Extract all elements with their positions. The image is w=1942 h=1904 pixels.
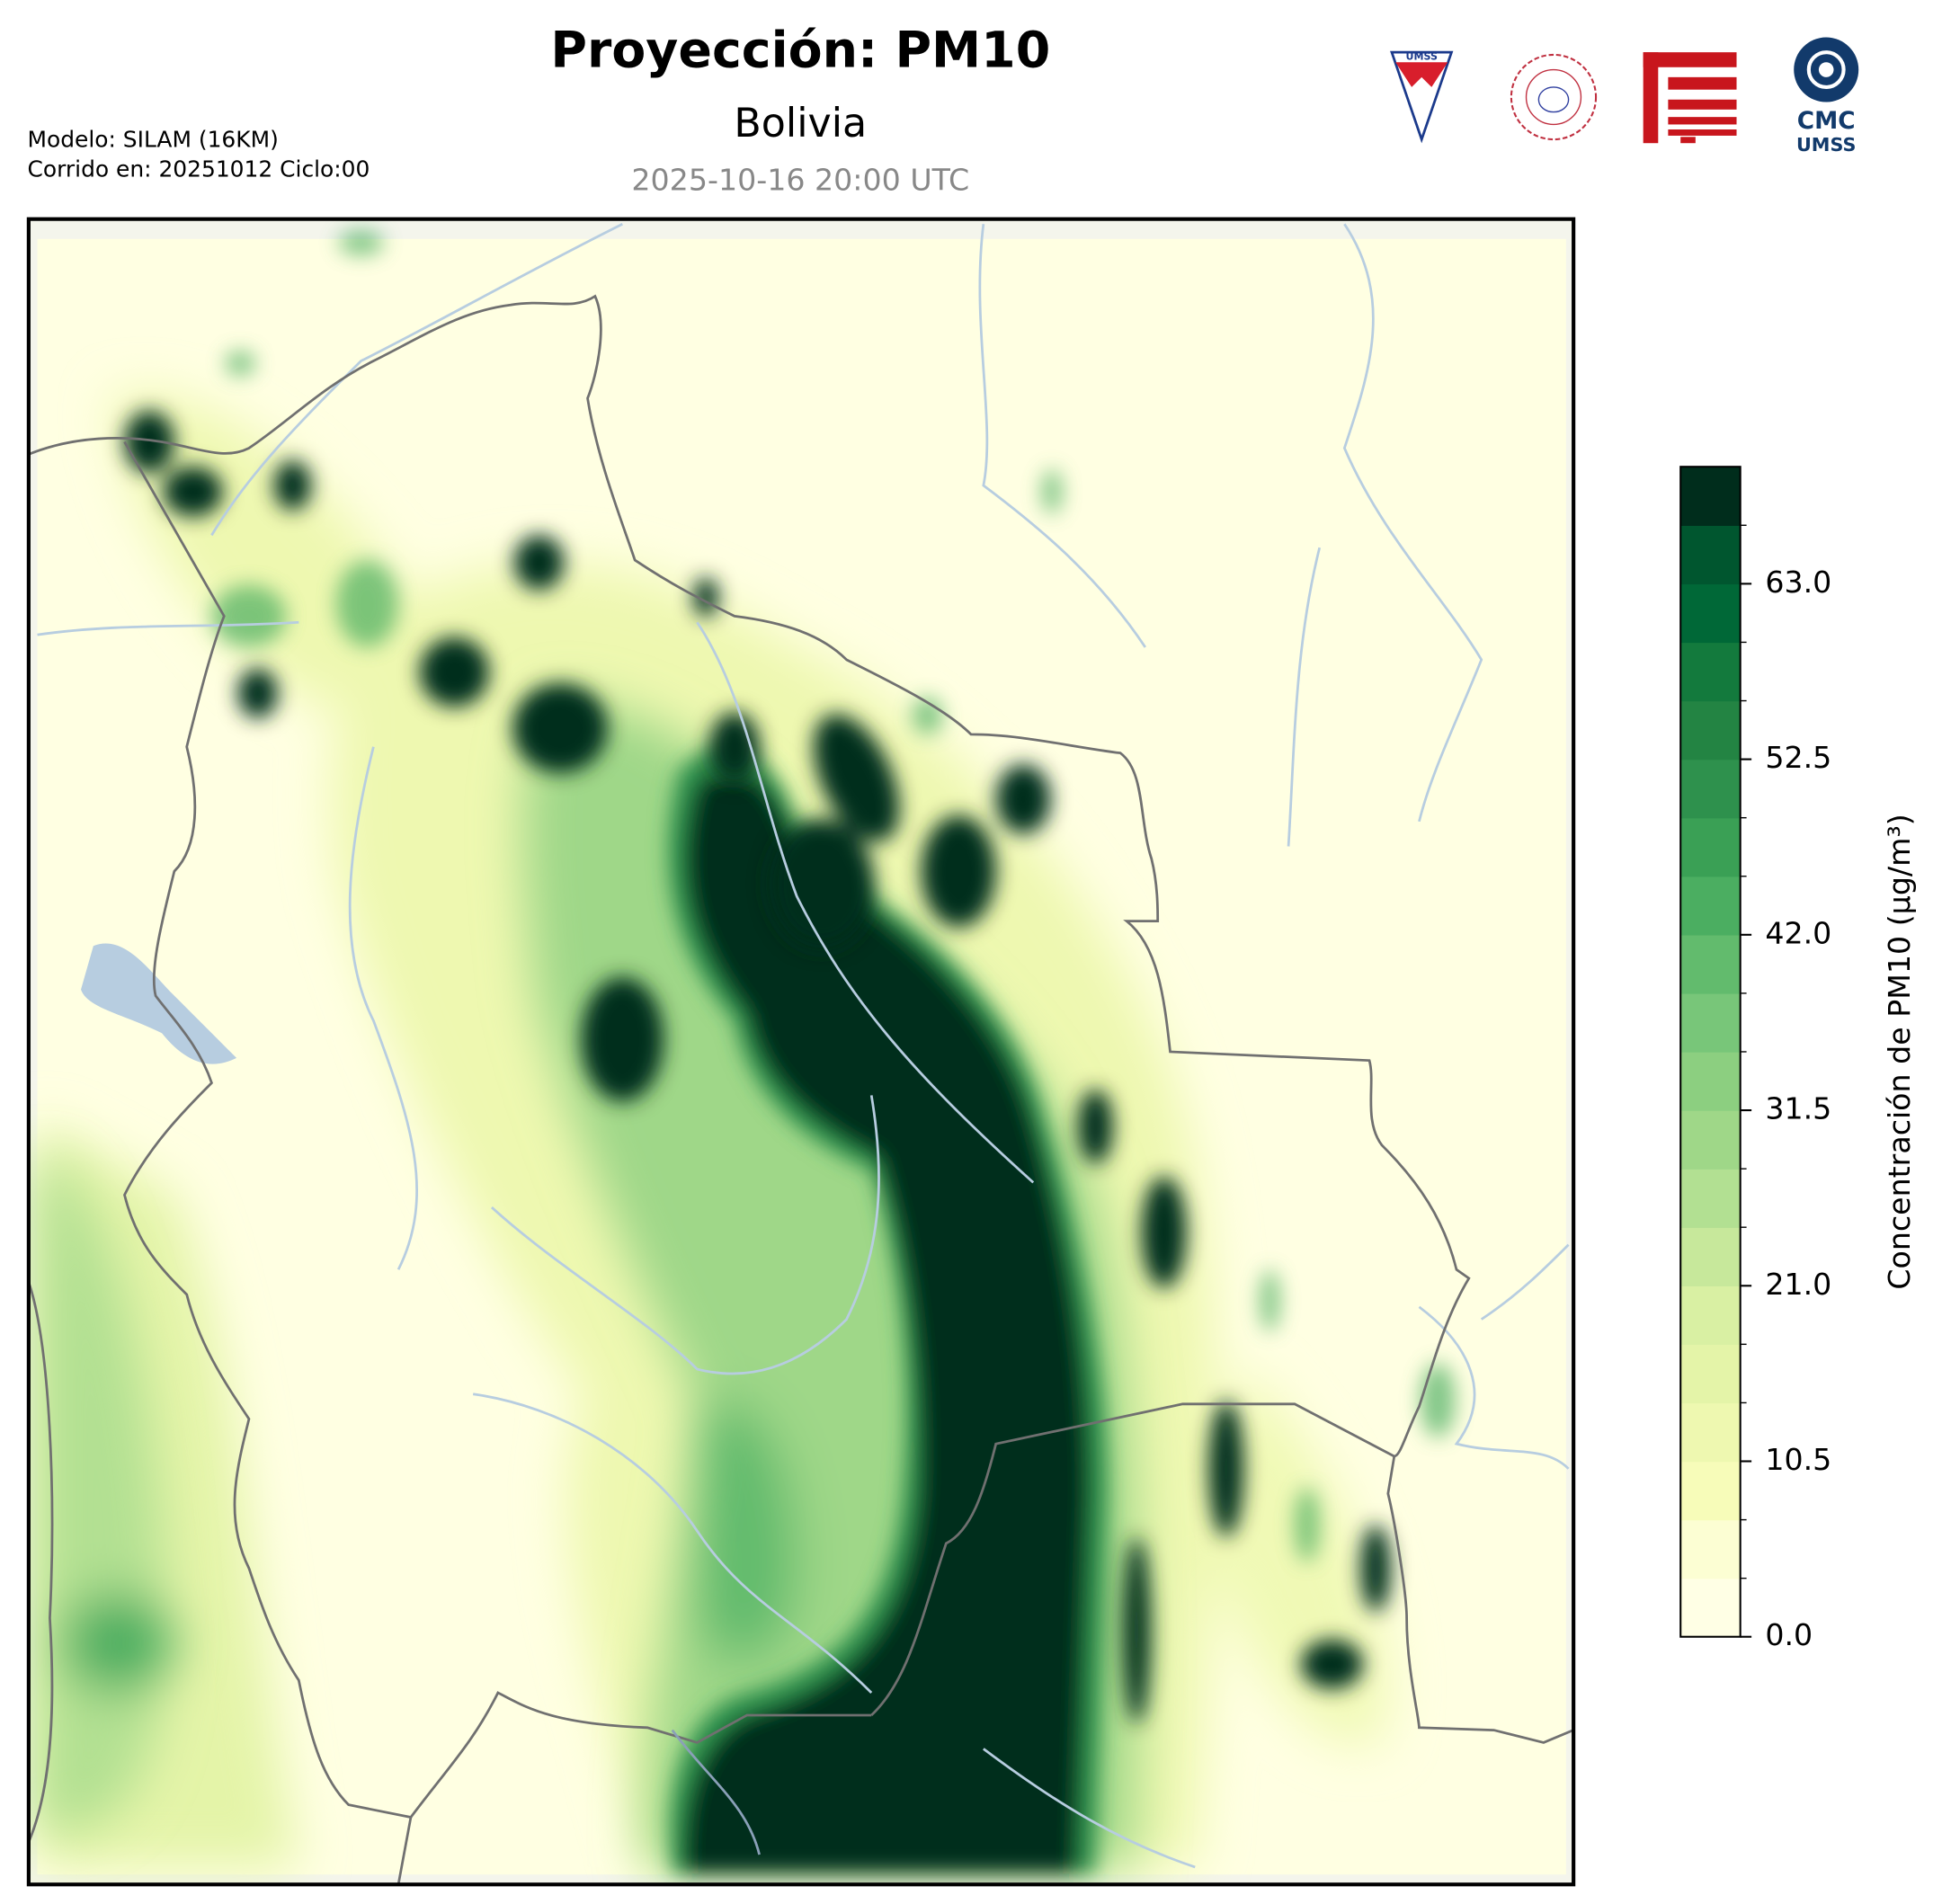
logo-cmc: CMC UMSS: [1794, 37, 1859, 156]
colorbar-band: [1680, 1286, 1741, 1346]
colorbar-band: [1680, 1227, 1741, 1286]
colorbar-band: [1680, 934, 1741, 994]
model-info: Modelo: SILAM (16KM): [27, 126, 278, 152]
colorbar-band: [1680, 1461, 1741, 1521]
map: [28, 218, 1574, 1885]
logo-text: UMSS: [1796, 134, 1856, 156]
timestamp: 2025-10-16 20:00 UTC: [631, 163, 969, 198]
colorbar: 0.0 10.5 21.0 31.5 42.0 52.5 63.0: [1679, 466, 1831, 1652]
river: [671, 1729, 761, 1855]
rivers: [37, 222, 1570, 1869]
map-frame: [26, 217, 1576, 1887]
logo-umss: UMSS: [1390, 51, 1454, 144]
colorbar-band: [1680, 1519, 1741, 1579]
colorbar-tick-label: 0.0: [1765, 1617, 1813, 1652]
borders: [28, 294, 1574, 1885]
lake: [81, 943, 237, 1064]
colorbar-band: [1680, 700, 1741, 761]
colorbar-band: [1680, 1578, 1741, 1638]
logo-fcyt: [1643, 52, 1737, 144]
colorbar-band: [1680, 1402, 1741, 1463]
colorbar-frame: [1679, 466, 1742, 1638]
subtitle: Bolivia: [734, 101, 867, 147]
colorbar-band: [1680, 876, 1741, 936]
pm10-blobs: [124, 410, 1391, 1724]
colorbar-band: [1680, 583, 1741, 644]
title: Proyección: PM10: [550, 22, 1050, 80]
colorbar-band: [1680, 817, 1741, 877]
colorbar-band: [1680, 467, 1741, 526]
model-info: Corrido en: 20251012 Ciclo:00: [27, 156, 370, 182]
colorbar-tick-label: 10.5: [1765, 1442, 1831, 1477]
colorbar-tick-label: 42.0: [1765, 915, 1831, 950]
colorbar-band: [1680, 525, 1741, 585]
colorbar-tick-label: 31.5: [1765, 1091, 1831, 1126]
colorbar-label: Concentración de PM10 (µg/m³): [1882, 814, 1917, 1289]
colorbar-tick-label: 63.0: [1765, 565, 1831, 600]
colorbar-band: [1680, 1051, 1741, 1111]
colorbar-band: [1680, 992, 1741, 1053]
pm10-field-dark: [667, 746, 1109, 1873]
colorbar-band: [1680, 759, 1741, 819]
logo-text: CMC: [1797, 108, 1856, 135]
colorbar-band: [1680, 642, 1741, 702]
logo-text: UMSS: [1406, 51, 1438, 63]
logo-fisica: [1510, 53, 1598, 141]
colorbar-band: [1680, 1344, 1741, 1404]
colorbar-tick-label: 52.5: [1765, 740, 1831, 775]
colorbar-tick-label: 21.0: [1765, 1267, 1831, 1302]
colorbar-band: [1680, 1110, 1741, 1170]
colorbar-band: [1680, 1169, 1741, 1228]
